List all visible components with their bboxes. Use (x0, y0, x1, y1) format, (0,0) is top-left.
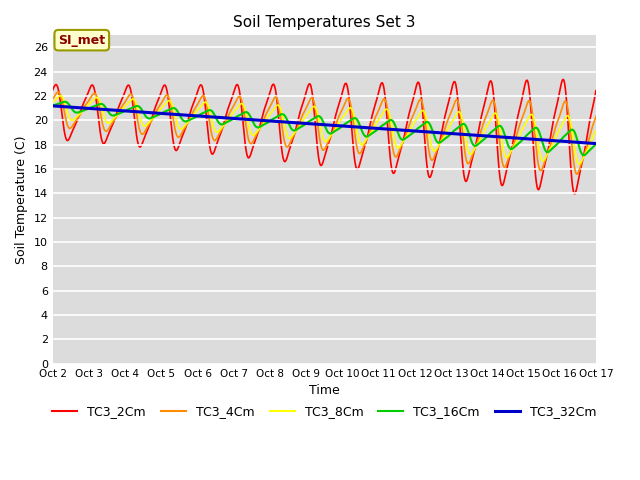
Legend: TC3_2Cm, TC3_4Cm, TC3_8Cm, TC3_16Cm, TC3_32Cm: TC3_2Cm, TC3_4Cm, TC3_8Cm, TC3_16Cm, TC3… (47, 400, 602, 423)
Y-axis label: Soil Temperature (C): Soil Temperature (C) (15, 135, 28, 264)
Title: Soil Temperatures Set 3: Soil Temperatures Set 3 (233, 15, 415, 30)
Text: SI_met: SI_met (58, 34, 106, 47)
X-axis label: Time: Time (309, 384, 340, 397)
